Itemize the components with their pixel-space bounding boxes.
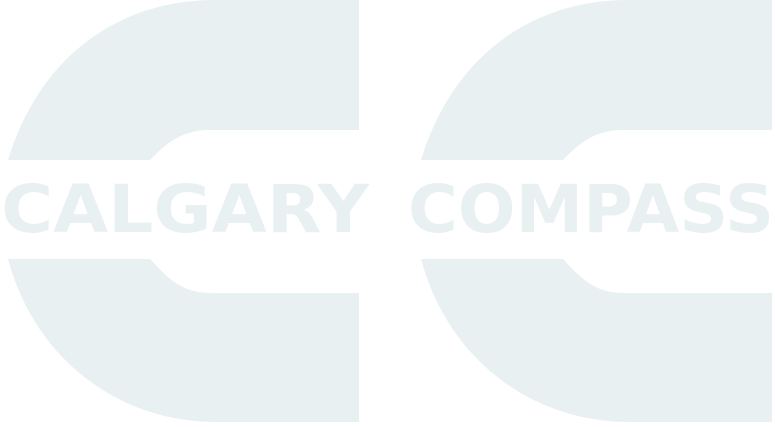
logo-mark-shapes <box>8 0 772 422</box>
right-c-upper-half <box>421 0 772 160</box>
left-c-upper-half <box>8 0 359 160</box>
right-c-lower-half <box>421 259 772 422</box>
logo-word-compass: COMPASS <box>408 171 774 248</box>
left-c-lower-half <box>8 259 359 422</box>
logo-word-calgary: CALGARY <box>1 171 370 248</box>
